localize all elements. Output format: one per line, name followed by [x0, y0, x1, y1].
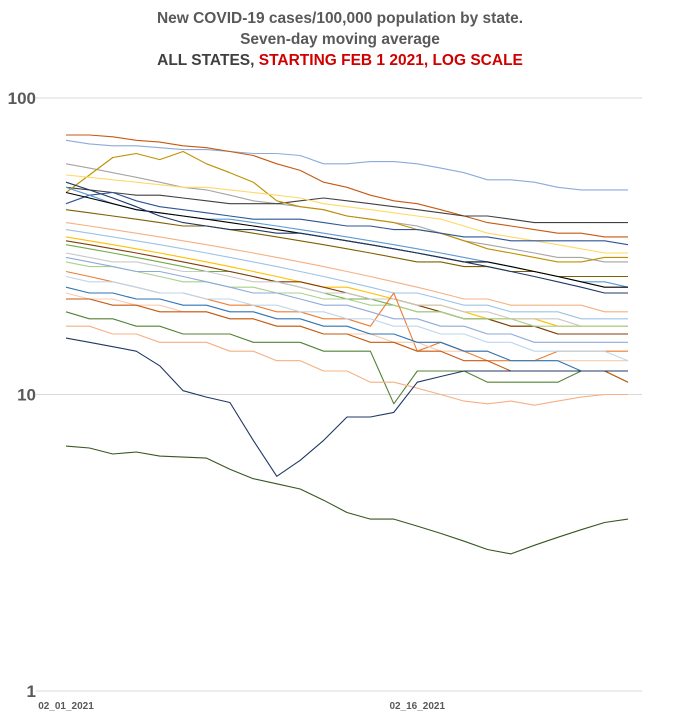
- series-line-20: [65, 256, 628, 343]
- y-tick-label: 10: [17, 386, 36, 405]
- series-line-26: [66, 325, 628, 406]
- x-tick-label: 02_16_2021: [389, 701, 445, 712]
- series-line-22: [65, 292, 628, 362]
- title-line-2: Seven-day moving average: [240, 31, 440, 48]
- series-line-27: [65, 337, 628, 477]
- series-line-18: [65, 261, 628, 327]
- series-line-2: [66, 134, 628, 238]
- series-line-21: [65, 311, 629, 405]
- series-line-19: [65, 270, 628, 362]
- series-line-12: [65, 222, 628, 313]
- y-axis-ticks: 100 10 1: [8, 89, 36, 701]
- series-line-4: [65, 186, 628, 224]
- series-line-11: [65, 181, 628, 294]
- series-line-1: [65, 139, 628, 191]
- chart-title: New COVID-19 cases/100,000 population by…: [0, 8, 680, 71]
- y-tick-label: 1: [27, 682, 36, 701]
- series-line-8: [65, 186, 629, 288]
- series-line-24: [65, 275, 629, 362]
- series-line-13: [65, 229, 628, 320]
- title-line-3-highlight: STARTING FEB 1 2021, LOG SCALE: [258, 52, 523, 69]
- x-tick-label: 02_01_2021: [38, 701, 94, 712]
- title-line-1: New COVID-19 cases/100,000 population by…: [156, 10, 524, 27]
- series-line-17: [65, 252, 628, 327]
- series-line-15: [65, 244, 628, 335]
- gridlines: [36, 97, 642, 692]
- y-tick-label: 100: [8, 89, 36, 108]
- series-line-23: [65, 286, 628, 372]
- series-line-5: [65, 150, 628, 263]
- series-line-28: [65, 445, 629, 555]
- series-lines: [65, 134, 629, 555]
- x-axis-ticks: 02_01_2021 02_16_2021: [38, 701, 445, 712]
- series-line-7: [65, 191, 629, 246]
- title-line-3: ALL STATES, STARTING FEB 1 2021, LOG SCA…: [0, 50, 680, 71]
- title-line-3-prefix: ALL STATES,: [157, 52, 259, 69]
